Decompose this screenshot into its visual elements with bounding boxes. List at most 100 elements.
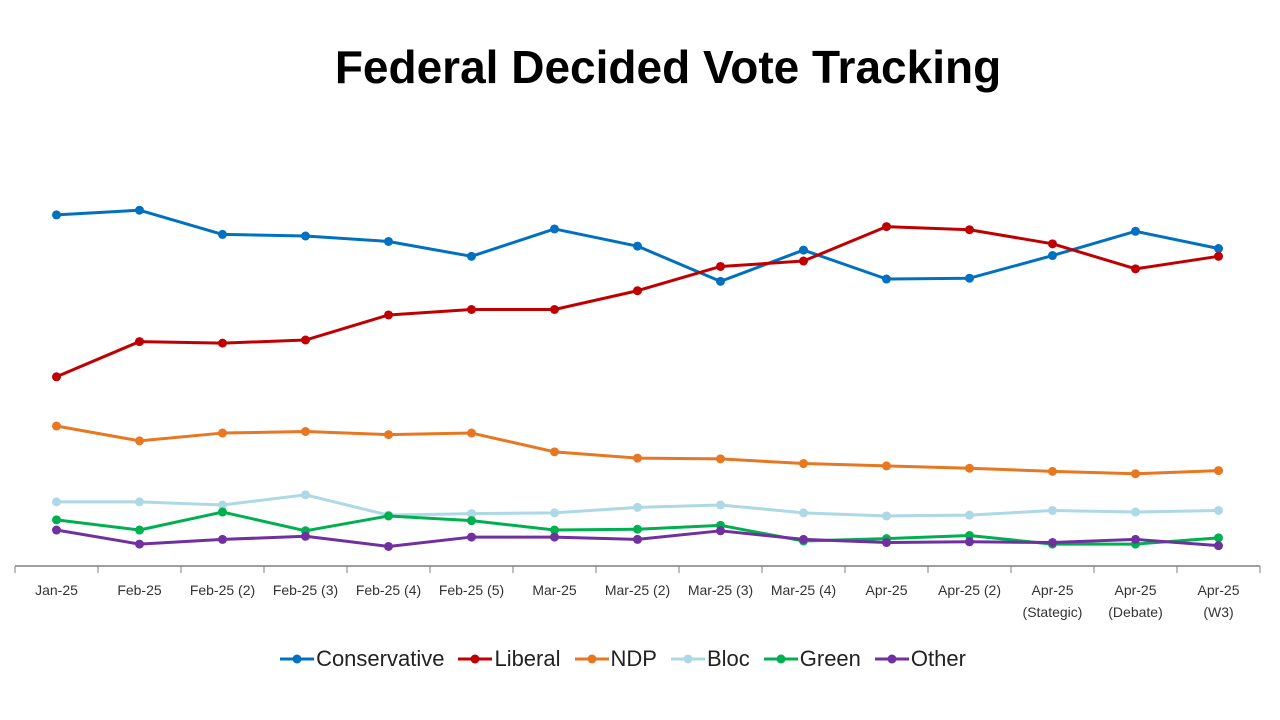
data-point-bloc [633,502,642,512]
data-point-ndp [716,454,725,464]
x-tick-label: (Debate) [1108,604,1162,620]
data-point-green [633,524,642,534]
data-point-other [716,526,725,536]
data-point-conservative [384,236,393,246]
data-point-conservative [1048,251,1057,261]
legend-marker-icon [670,654,705,664]
data-point-bloc [882,511,891,521]
data-point-other [633,534,642,544]
data-point-green [135,525,144,535]
x-tick-label: (W3) [1203,604,1233,620]
legend-marker-icon [280,654,315,664]
data-point-other [1048,538,1057,548]
data-point-ndp [799,459,808,469]
data-point-liberal [52,372,61,382]
data-point-conservative [799,245,808,255]
data-point-other [135,539,144,549]
data-point-bloc [218,500,227,510]
x-tick-label: Feb-25 [117,582,162,598]
x-tick-label: Apr-25 (2) [938,582,1001,598]
x-tick-label: Apr-25 [1114,582,1156,598]
data-point-other [965,537,974,547]
data-point-other [882,538,891,548]
legend: Conservative Liberal NDP Bloc Green Other [0,646,1246,672]
data-point-conservative [550,224,559,234]
x-tick-label: Feb-25 (3) [273,582,338,598]
data-point-other [1214,541,1223,551]
data-point-bloc [135,497,144,507]
chart-title: Federal Decided Vote Tracking [334,41,1002,93]
data-point-ndp [52,421,61,431]
data-point-bloc [965,510,974,520]
x-tick-label: Mar-25 (2) [605,582,670,598]
data-point-green [1214,533,1223,543]
legend-item-liberal: Liberal [458,646,561,672]
data-point-conservative [882,274,891,284]
data-point-ndp [301,426,310,436]
x-tick-label: Mar-25 (3) [688,582,753,598]
data-point-liberal [716,261,725,271]
data-point-liberal [1048,239,1057,249]
data-point-liberal [301,335,310,345]
data-point-other [52,525,61,535]
data-point-liberal [384,310,393,320]
data-point-other [467,532,476,542]
data-point-liberal [550,305,559,315]
legend-marker-icon [874,654,909,664]
data-point-liberal [882,222,891,232]
data-point-other [218,534,227,544]
legend-item-conservative: Conservative [280,646,444,672]
series-line-ndp [56,424,1219,476]
data-point-bloc [52,497,61,507]
data-point-other [301,531,310,541]
x-tick-label: Feb-25 (2) [190,582,255,598]
data-point-conservative [1214,244,1223,254]
data-point-conservative [633,241,642,251]
x-tick-label: (Stategic) [1023,604,1083,620]
legend-label: NDP [610,646,657,671]
data-point-other [384,541,393,551]
data-point-ndp [882,461,891,471]
data-point-conservative [1131,226,1140,236]
legend-label: Green [799,646,861,671]
data-point-other [550,532,559,542]
data-point-liberal [965,225,974,235]
legend-label: Liberal [494,646,561,671]
data-point-liberal [799,256,808,266]
data-point-bloc [1131,507,1140,517]
data-point-green [384,511,393,521]
data-point-green [965,531,974,541]
legend-item-bloc: Bloc [670,646,750,672]
data-point-ndp [1131,469,1140,479]
data-point-conservative [135,205,144,215]
legend-item-other: Other [874,646,966,672]
x-tick-label: Apr-25 [1197,582,1239,598]
data-point-liberal [1131,264,1140,274]
data-point-liberal [633,286,642,296]
legend-label: Bloc [706,646,750,671]
data-point-liberal [467,305,476,315]
data-point-liberal [1214,251,1223,261]
x-tick-label: Feb-25 (5) [439,582,504,598]
data-point-bloc [1214,505,1223,515]
data-point-conservative [301,231,310,241]
legend-item-ndp: NDP [574,646,657,672]
legend-label: Other [910,646,966,671]
data-point-green [52,515,61,525]
data-point-other [799,534,808,544]
x-tick-label: Mar-25 [532,582,577,598]
data-point-conservative [467,251,476,261]
legend-marker-icon [574,654,609,664]
data-point-bloc [550,508,559,518]
data-point-conservative [218,229,227,239]
data-point-conservative [716,276,725,286]
x-tick-label: Mar-25 (4) [771,582,836,598]
legend-label: Conservative [316,646,445,671]
x-tick-label: Feb-25 (4) [356,582,421,598]
data-point-bloc [799,508,808,518]
data-point-conservative [52,210,61,220]
data-point-ndp [135,436,144,446]
data-point-bloc [716,500,725,510]
data-point-green [467,516,476,526]
